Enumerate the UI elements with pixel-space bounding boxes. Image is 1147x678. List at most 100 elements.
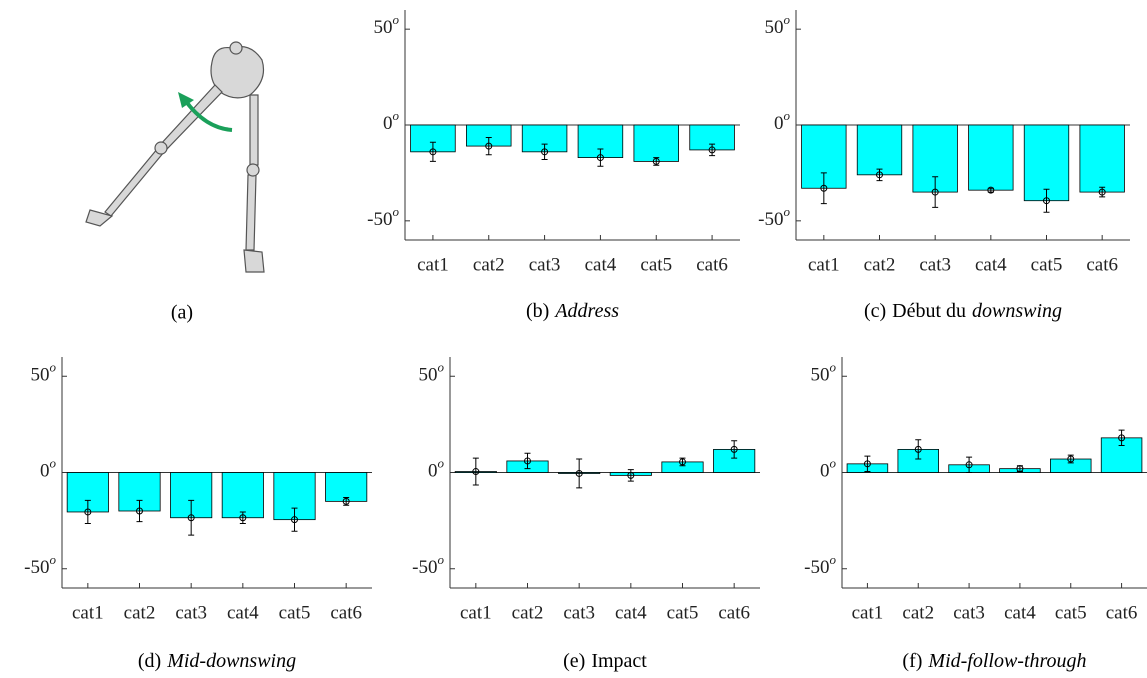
- bar: [1023, 124, 1070, 202]
- tick-value: 0: [820, 461, 830, 482]
- tick-unit: o: [830, 359, 837, 374]
- caption: (b) Address: [526, 300, 619, 322]
- tick-unit: o: [830, 552, 837, 567]
- x-tick-label: cat6: [1106, 602, 1138, 623]
- x-tick-label: cat1: [852, 602, 884, 623]
- x-tick-label: cat6: [718, 602, 750, 623]
- tick-unit: o: [438, 359, 445, 374]
- tick-unit: o: [438, 552, 445, 567]
- tick-unit: o: [50, 552, 57, 567]
- arrow-head: [178, 92, 194, 108]
- tick-value: 50: [811, 365, 830, 386]
- error-bar: [84, 499, 91, 525]
- tick-unit: o: [784, 204, 791, 219]
- x-tick-label: cat2: [512, 602, 544, 623]
- mean-point: [730, 445, 738, 453]
- skeleton-illustration: [85, 41, 265, 273]
- mean-point: [472, 468, 480, 476]
- x-tick-label: cat5: [1031, 254, 1063, 275]
- x-tick-label: cat4: [615, 602, 647, 623]
- mean-point: [84, 508, 92, 516]
- error-bar: [932, 176, 939, 208]
- mean-point: [627, 471, 635, 479]
- mean-point: [1067, 455, 1075, 463]
- x-tick-label: cat3: [953, 602, 985, 623]
- mean-point: [965, 461, 973, 469]
- mean-point: [876, 171, 883, 179]
- tick-value: -50: [804, 557, 829, 578]
- mean-point: [524, 457, 531, 465]
- caption: (f) Mid-follow-through: [902, 650, 1086, 672]
- bar: [856, 124, 903, 176]
- error-bar: [291, 507, 298, 532]
- bar: [221, 472, 264, 519]
- error-bar: [597, 148, 604, 167]
- error-bar: [1118, 429, 1125, 447]
- mean-point: [1016, 465, 1024, 473]
- x-tick-label: cat5: [279, 602, 311, 623]
- mean-point: [679, 458, 686, 466]
- caption: (e) Impact: [563, 650, 647, 672]
- x-tick-label: cat4: [227, 602, 259, 623]
- mean-point: [820, 184, 828, 192]
- tick-value: -50: [758, 209, 783, 230]
- x-tick-label: cat3: [919, 254, 951, 275]
- knee-right: [246, 163, 260, 177]
- y-tick-label: 50o: [765, 12, 791, 38]
- caption: (c) Début du downswing: [864, 300, 1062, 322]
- caption-text: Impact: [591, 650, 647, 672]
- tick-value: 0: [774, 113, 784, 134]
- femur-right: [249, 94, 259, 166]
- caption: (d) Mid-downswing: [138, 650, 296, 672]
- error-bar: [1043, 188, 1050, 213]
- tick-value: 50: [374, 18, 393, 39]
- caption-italic: Mid-downswing: [166, 650, 296, 672]
- error-bar: [864, 455, 871, 473]
- x-tick-label: cat5: [640, 254, 672, 275]
- mean-point: [1098, 188, 1106, 196]
- tick-value: 0: [383, 113, 393, 134]
- tick-value: 0: [40, 461, 50, 482]
- error-bar: [576, 458, 583, 489]
- mean-point: [429, 148, 437, 156]
- mean-point: [342, 497, 350, 505]
- x-tick-label: cat6: [696, 254, 728, 275]
- mean-point: [1043, 197, 1050, 205]
- x-tick-label: cat3: [175, 602, 207, 623]
- tick-value: -50: [367, 209, 392, 230]
- x-tick-label: cat4: [975, 254, 1007, 275]
- error-bar: [136, 499, 143, 523]
- caption-text: Début du: [892, 300, 966, 322]
- y-tick-label: 0o: [428, 455, 445, 481]
- mean-point: [575, 469, 583, 477]
- bar: [968, 124, 1014, 191]
- error-bar: [966, 456, 973, 473]
- mean-point: [863, 460, 871, 468]
- mean-point: [931, 188, 939, 196]
- tick-unit: o: [393, 108, 400, 123]
- mean-point: [596, 154, 604, 162]
- tick-unit: o: [438, 455, 445, 470]
- error-bar: [820, 172, 827, 205]
- y-tick-label: -50o: [758, 204, 790, 230]
- rotation-arrow: [183, 98, 233, 132]
- mean-point: [987, 186, 995, 194]
- bar: [633, 124, 679, 162]
- tick-value: 50: [419, 365, 438, 386]
- tick-unit: o: [50, 455, 57, 470]
- tick-unit: o: [50, 359, 57, 374]
- tick-unit: o: [830, 455, 837, 470]
- tibia-left: [104, 147, 165, 217]
- tick-value: 50: [765, 18, 784, 39]
- caption-italic: Mid-follow-through: [927, 650, 1086, 672]
- x-tick-label: cat3: [529, 254, 561, 275]
- caption-label: (a): [171, 302, 193, 324]
- x-tick-label: cat2: [902, 602, 934, 623]
- tick-value: 0: [428, 461, 438, 482]
- y-tick-label: -50o: [367, 204, 399, 230]
- error-bar: [485, 136, 492, 156]
- caption-label: (f): [902, 650, 922, 672]
- foot-left: [85, 209, 114, 227]
- y-tick-label: 50o: [419, 359, 445, 385]
